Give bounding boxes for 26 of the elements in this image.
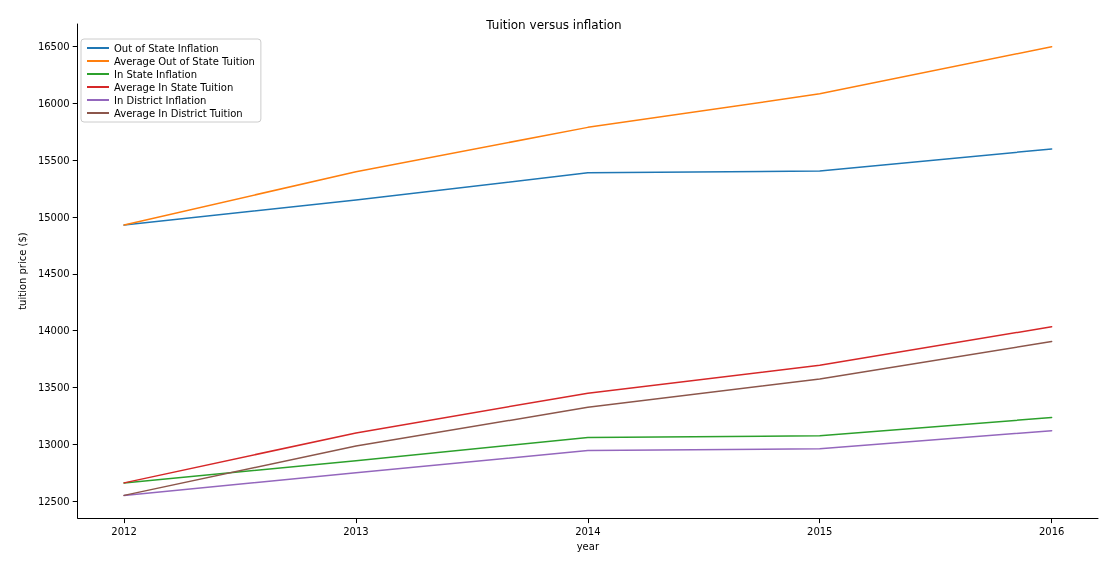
legend-label: In District Inflation	[114, 94, 207, 106]
legend-label: In State Inflation	[114, 68, 197, 80]
x-tick-label: 2015	[807, 525, 833, 537]
x-tick-label: 2012	[111, 525, 137, 537]
line-series	[123, 148, 1053, 226]
line-series	[123, 340, 1053, 497]
x-tick-label: 2013	[343, 525, 369, 537]
y-tick-label: 15000	[37, 211, 70, 223]
y-tick-label: 13500	[37, 381, 70, 393]
y-tick-label: 14500	[37, 268, 70, 280]
y-tick-label: 16000	[37, 98, 70, 110]
x-tick-label: 2014	[575, 525, 601, 537]
y-tick-label: 13000	[37, 438, 70, 450]
legend-label: Average In District Tuition	[114, 107, 243, 119]
y-tick-label: 14000	[37, 325, 70, 337]
y-tick-label: 15500	[37, 154, 70, 166]
legend-label: Out of State Inflation	[114, 42, 219, 54]
y-axis-title: tuition price ($)	[16, 232, 28, 310]
line-series	[123, 325, 1053, 484]
x-tick-label: 2016	[1038, 525, 1065, 537]
y-tick-label: 16500	[37, 41, 70, 53]
legend-label: Average Out of State Tuition	[114, 55, 255, 67]
x-axis-title: year	[576, 540, 600, 552]
chart-title: Tuition versus inflation	[485, 18, 622, 32]
legend-label: Average In State Tuition	[114, 81, 234, 93]
y-tick-label: 12500	[37, 495, 70, 507]
